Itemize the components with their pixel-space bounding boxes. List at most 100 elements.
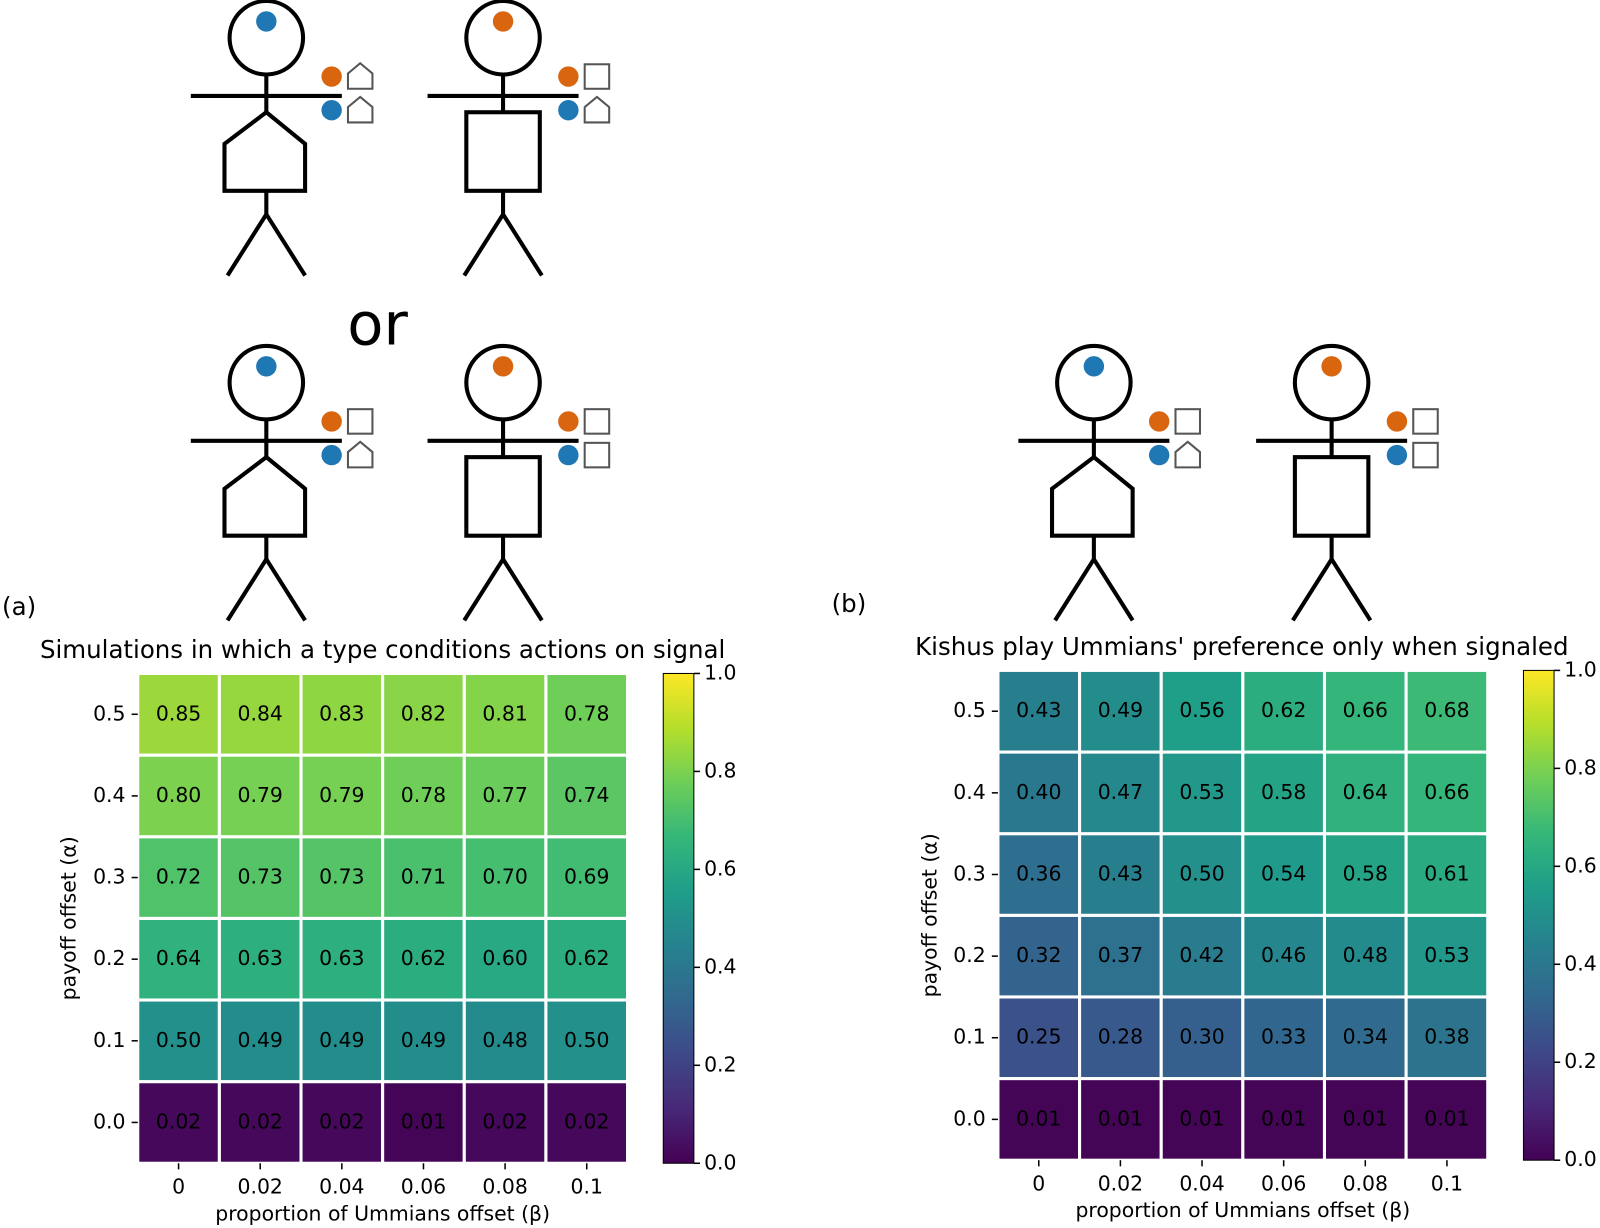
cell-label: 0.54 [1261,861,1306,885]
x-tick-label: 0.02 [237,1175,282,1199]
heatmap-cell [544,671,630,757]
cell-label: 0.58 [1343,861,1388,885]
colorbar-tick-label: 1.0 [704,660,736,684]
cell-label: 0.72 [156,865,201,889]
signal-icon [346,95,374,124]
cell-label: 0.77 [482,783,527,807]
signal-icon [583,408,611,435]
heatmap-cell [1078,1077,1163,1162]
figure-outline [428,346,579,620]
cell-label: 0.43 [1016,698,1061,722]
cell-label: 0.81 [482,701,527,725]
heatmap-cell [136,998,221,1084]
heatmap-cell [217,671,303,757]
illustrations [191,1,1439,620]
signal-dot [558,66,579,87]
heatmap-cell [1241,668,1327,754]
x-axis-label: proportion of Ummians offset (β) [215,1201,550,1225]
signal-dot [321,444,342,466]
y-tick-label: 0.2 [93,946,125,970]
signal-dot [321,99,342,121]
y-tick-label: 0.3 [953,861,985,885]
signal-dot [1386,444,1408,466]
cell-label: 0.40 [1016,780,1061,804]
cell-label: 0.53 [1179,780,1224,804]
colorbar-tick-label: 0.4 [1564,951,1596,975]
heatmap-cell [1078,913,1163,999]
y-tick-label: 0.0 [953,1106,985,1130]
cell-label: 0.79 [319,783,364,807]
signal-icon [346,440,374,469]
cell-label: 0.63 [319,946,364,970]
heatmap-cell [544,835,630,920]
cell-label: 0.78 [564,701,609,725]
figure-body [1052,457,1133,536]
y-tick-label: 0.1 [93,1028,125,1052]
panel-label: (b) [832,589,867,618]
stick-figure [1018,346,1202,620]
cell-label: 0.79 [237,783,282,807]
cell-label: 0.33 [1261,1025,1306,1049]
stick-figure [428,346,611,620]
panel-label: (a) [2,592,36,621]
cell-label: 0.48 [482,1028,527,1052]
heatmap-cell [462,1080,548,1165]
heatmap-cell [1322,832,1408,917]
heatmap-cell [1078,995,1163,1081]
cell-label: 0.74 [564,783,609,807]
cell-label: 0.49 [401,1028,446,1052]
heatmap-cell [1404,668,1490,754]
signal-dot [558,411,579,432]
x-tick-label: 0.06 [401,1175,446,1199]
figure-body [466,457,539,536]
y-tick-label: 0.3 [93,865,125,889]
heatmap-cell [381,916,466,1002]
signal-icon [346,62,374,90]
cell-label: 0.49 [1098,698,1143,722]
cell-label: 0.02 [564,1109,609,1133]
heatmap-cell [544,916,630,1002]
figure-body [466,112,539,191]
heatmap-cell [544,753,630,839]
signal-icon [346,408,374,435]
cell-label: 0.49 [237,1028,282,1052]
cell-label: 0.28 [1098,1025,1143,1049]
cell-label: 0.37 [1098,943,1143,967]
cell-label: 0.85 [156,701,201,725]
cell-label: 0.53 [1424,943,1469,967]
cell-label: 0.73 [319,865,364,889]
x-tick-label: 0 [172,1175,185,1199]
cell-label: 0.34 [1343,1025,1388,1049]
cell-label: 0.78 [401,783,446,807]
cell-label: 0.62 [1261,698,1306,722]
stick-figure [191,346,374,620]
colorbar-tick-label: 0.4 [704,954,736,978]
x-tick-label: 0.04 [1179,1172,1224,1196]
y-tick-label: 0.4 [953,780,985,804]
cell-label: 0.02 [237,1109,282,1133]
cell-label: 0.47 [1098,780,1143,804]
figure-body [224,457,305,536]
heatmap-cell [1159,750,1245,836]
signal-dot [1148,411,1170,432]
or-text: or [347,290,408,359]
head-dot [1083,356,1105,377]
cell-label: 0.50 [564,1028,609,1052]
head-dot [492,356,514,377]
colorbar-tick-label: 0.2 [704,1052,736,1076]
colorbar-tick-label: 1.0 [1564,657,1596,681]
x-tick-label: 0.02 [1098,1172,1143,1196]
y-axis-label: payoff offset (α) [56,836,80,1000]
cell-label: 0.38 [1424,1025,1469,1049]
heatmap-cell [1322,750,1408,836]
colorbar [1522,669,1555,1161]
head-dot [1321,356,1342,377]
cell-label: 0.02 [482,1109,527,1133]
signal-dot [321,411,342,432]
signal-icon [1174,408,1202,435]
heatmap-cell [136,916,221,1002]
signal-icon [583,95,611,124]
figure-outline [191,1,342,275]
x-tick-label: 0.1 [571,1175,603,1199]
